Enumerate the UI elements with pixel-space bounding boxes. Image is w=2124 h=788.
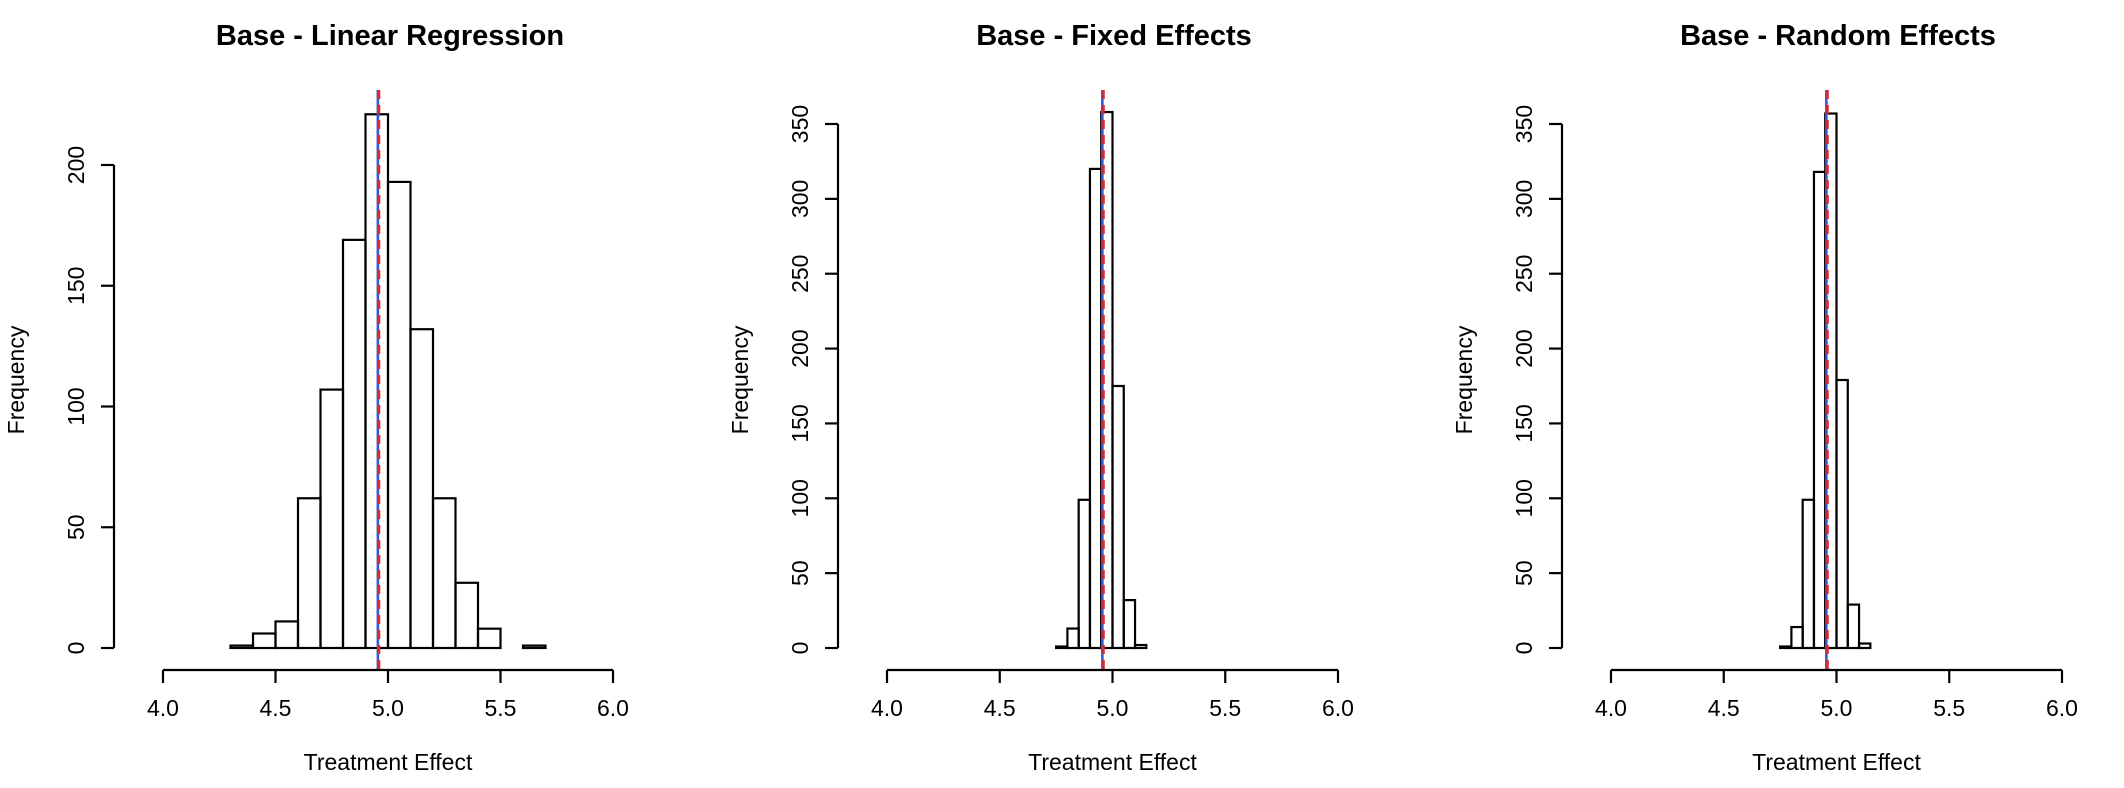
histogram-bar xyxy=(1088,167,1103,650)
x-axis-label: Treatment Effect xyxy=(304,749,473,775)
histogram-bar xyxy=(251,632,277,650)
x-axis-label: Treatment Effect xyxy=(1028,749,1197,775)
chart-panel-3: Base - Random Effects 4.0 4.5 5.0 5.5 6.0 Trea… xyxy=(1451,20,2078,775)
histogram-bar xyxy=(229,644,255,650)
chart-panel-2: Base - Fixed Effects 4.0 4.5 5.0 5.5 6.0 Treat… xyxy=(727,20,1354,775)
y-tick-label: 100 xyxy=(63,387,89,425)
histogram-bar xyxy=(1122,598,1137,650)
histogram-bar xyxy=(1846,603,1861,650)
y-tick-label: 50 xyxy=(63,514,89,540)
y-tick-label: 100 xyxy=(787,479,813,517)
x-tick-label: 4.0 xyxy=(871,695,903,721)
chart-title: Base - Linear Regression xyxy=(216,20,564,52)
y-tick-label: 100 xyxy=(1511,479,1537,517)
histogram-bar xyxy=(386,180,412,650)
y-tick-label: 0 xyxy=(63,642,89,655)
y-axis-label: Frequency xyxy=(727,325,753,434)
y-tick-label: 0 xyxy=(1511,642,1537,655)
histogram-bar xyxy=(1812,170,1827,650)
x-tick-label: 6.0 xyxy=(2046,695,2078,721)
histogram-bar xyxy=(1779,645,1793,650)
y-tick-label: 150 xyxy=(787,404,813,442)
x-tick-label: 5.0 xyxy=(1821,695,1853,721)
histogram-bar xyxy=(1790,625,1804,650)
chart-panel-1: Base - Linear Regression 4.0 4.5 5.0 5.5 6.0 T… xyxy=(3,20,629,775)
y-tick-label: 150 xyxy=(63,267,89,305)
histogram-bar xyxy=(274,620,300,650)
x-tick-label: 5.0 xyxy=(372,695,404,721)
y-tick-label: 300 xyxy=(1511,180,1537,218)
x-tick-label: 4.0 xyxy=(1595,695,1627,721)
y-tick-label: 150 xyxy=(1511,404,1537,442)
y-axis-label: Frequency xyxy=(3,325,29,434)
x-tick-label: 6.0 xyxy=(597,695,629,721)
y-tick-label: 200 xyxy=(63,146,89,184)
chart-title: Base - Fixed Effects xyxy=(976,20,1252,52)
histogram-bar xyxy=(1066,627,1080,650)
histogram-bar xyxy=(1111,384,1125,650)
y-tick-label: 300 xyxy=(787,180,813,218)
y-tick-label: 250 xyxy=(787,255,813,293)
histogram-bar xyxy=(341,238,367,650)
histogram-bar xyxy=(319,388,345,650)
x-tick-label: 4.5 xyxy=(260,695,292,721)
y-axis-label: Frequency xyxy=(1451,325,1477,434)
histogram-bar xyxy=(521,644,547,650)
y-tick-label: 350 xyxy=(1511,105,1537,143)
y-tick-label: 0 xyxy=(787,642,813,655)
y-tick-label: 200 xyxy=(787,329,813,367)
x-tick-label: 5.0 xyxy=(1097,695,1129,721)
histogram-bar xyxy=(1133,643,1148,650)
y-tick-label: 50 xyxy=(1511,560,1537,586)
x-tick-label: 5.5 xyxy=(1209,695,1241,721)
histogram-bar xyxy=(1077,498,1092,650)
histogram-bar xyxy=(1055,645,1069,650)
y-tick-label: 250 xyxy=(1511,255,1537,293)
y-tick-label: 200 xyxy=(1511,329,1537,367)
histogram-bar xyxy=(1801,498,1816,650)
histogram-bar xyxy=(1835,378,1849,650)
histogram-bar xyxy=(296,497,322,650)
x-tick-label: 4.5 xyxy=(984,695,1016,721)
chart-title: Base - Random Effects xyxy=(1680,20,1996,52)
histogram-bar xyxy=(454,581,480,650)
x-tick-label: 5.5 xyxy=(1933,695,1965,721)
x-tick-label: 5.5 xyxy=(485,695,517,721)
histogram-bar xyxy=(476,627,502,650)
x-tick-label: 4.0 xyxy=(147,695,179,721)
x-axis-label: Treatment Effect xyxy=(1752,749,1921,775)
histogram-bar xyxy=(431,497,457,650)
x-tick-label: 4.5 xyxy=(1708,695,1740,721)
histogram-bar xyxy=(1857,642,1872,650)
histogram-bar xyxy=(409,328,435,650)
y-tick-label: 50 xyxy=(787,560,813,586)
x-tick-label: 6.0 xyxy=(1322,695,1354,721)
y-tick-label: 350 xyxy=(787,105,813,143)
